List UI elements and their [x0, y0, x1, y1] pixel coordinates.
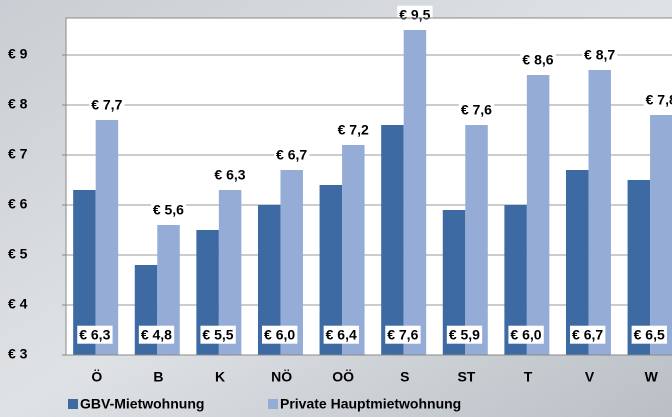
value-label-box [89, 95, 125, 114]
value-label: € 6,0 [264, 327, 295, 343]
value-label-box [77, 325, 113, 344]
y-tick-label: € 8 [8, 96, 28, 112]
value-label-box [643, 90, 672, 109]
value-label-box [631, 325, 667, 344]
value-label: € 9,5 [399, 7, 430, 23]
value-label-box [150, 200, 187, 219]
value-label: € 7,7 [91, 97, 122, 113]
value-label-box [212, 165, 248, 184]
y-tick-label: € 4 [8, 296, 28, 312]
value-label-box [458, 100, 495, 119]
bar [280, 170, 303, 355]
value-label: € 6,7 [276, 147, 307, 163]
bar [403, 30, 427, 355]
bar [381, 125, 404, 355]
value-label: € 7,6 [387, 327, 418, 343]
x-tick-label: W [645, 369, 659, 385]
x-tick-label: T [524, 369, 533, 385]
value-label-box [570, 325, 606, 344]
value-label-box [446, 325, 483, 344]
bar [627, 180, 651, 355]
value-label: € 4,8 [141, 327, 172, 343]
y-tick-label: € 7 [8, 146, 28, 162]
bar [565, 170, 589, 355]
x-tick-label: ST [457, 369, 475, 385]
value-label-box [323, 325, 359, 344]
value-label: € 6,3 [79, 327, 110, 343]
value-label: € 6,0 [510, 327, 541, 343]
value-label-box [508, 325, 544, 344]
value-label: € 5,9 [449, 327, 480, 343]
value-label: € 6,4 [326, 327, 357, 343]
value-label-box [262, 325, 298, 344]
value-label: € 7,2 [338, 122, 369, 138]
y-tick-label: € 3 [8, 346, 28, 362]
value-label: € 7,6 [461, 102, 492, 118]
bar [196, 230, 219, 355]
value-label-box [335, 120, 371, 139]
value-label-box [274, 145, 310, 164]
bar [95, 120, 119, 355]
bar [465, 125, 488, 355]
value-label: € 5,6 [153, 202, 184, 218]
value-label: € 7,8 [646, 92, 672, 108]
value-label: € 6,3 [214, 167, 245, 183]
x-tick-label: OÖ [332, 369, 354, 385]
bar [588, 70, 611, 355]
y-tick-label: € 6 [8, 196, 28, 212]
x-tick-label: S [400, 369, 409, 385]
value-label-box [582, 45, 618, 64]
value-label: € 6,5 [634, 327, 665, 343]
legend-label: Private Hauptmietwohnung [280, 396, 461, 412]
value-label-box [397, 5, 433, 24]
bar [157, 225, 180, 355]
x-tick-label: Ö [91, 369, 102, 385]
legend-swatch [68, 399, 78, 409]
value-label-box [520, 50, 556, 69]
value-label: € 6,7 [572, 327, 603, 343]
x-tick-label: NÖ [271, 369, 292, 385]
bar [218, 190, 242, 355]
value-label: € 8,7 [584, 47, 615, 63]
legend-label: GBV-Mietwohnung [80, 396, 204, 412]
value-label-box [385, 325, 421, 344]
bar [526, 75, 550, 355]
bar [257, 205, 281, 355]
bar [319, 185, 343, 355]
bar [504, 205, 527, 355]
x-tick-label: B [153, 369, 163, 385]
bar [442, 210, 466, 355]
value-label: € 5,5 [202, 327, 233, 343]
value-label: € 8,6 [522, 52, 553, 68]
value-label-box [200, 325, 236, 344]
plot-border [65, 17, 672, 356]
value-label-box [138, 325, 175, 344]
x-tick-label: V [585, 369, 595, 385]
bar [73, 190, 96, 355]
bar [650, 115, 672, 355]
y-tick-label: € 9 [8, 46, 28, 62]
bar [342, 145, 365, 355]
y-tick-label: € 5 [8, 246, 28, 262]
x-tick-label: K [215, 369, 225, 385]
legend-swatch [268, 399, 278, 409]
